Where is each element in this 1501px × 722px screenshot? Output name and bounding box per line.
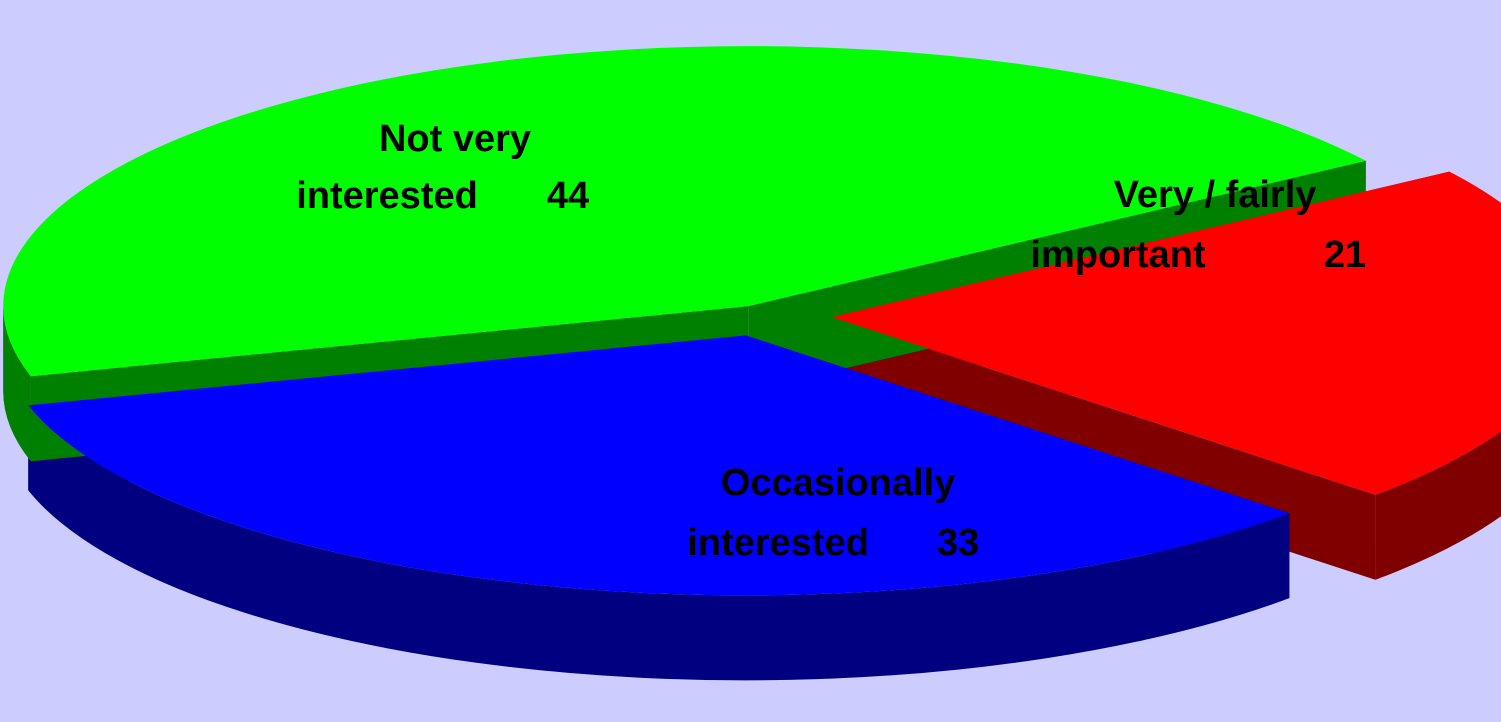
slice-label-not-very-interested: Not very [379, 118, 531, 160]
slice-outer-wall-occasionally-interested-0 [28, 405, 1290, 681]
slice-value-not-very-interested: 44 [547, 175, 589, 217]
slice-label-not-very-interested-line2: interested [296, 175, 478, 217]
slice-labels: Very / fairly important 21 Occasionally … [296, 118, 1366, 564]
slice-top-very-fairly-important [831, 171, 1501, 495]
slice-label-occasionally-interested: Occasionally [721, 462, 955, 504]
slice-label-occasionally-interested-line2: interested [687, 522, 869, 564]
slice-outer-wall-very-fairly-important-0 [1375, 431, 1501, 580]
slice-label-very-fairly-important: Very / fairly [1114, 174, 1317, 216]
slice-outer-wall-not-very-interested-1 [3, 306, 31, 462]
slice-top-not-very-interested [3, 46, 1366, 377]
slice-value-very-fairly-important: 21 [1324, 234, 1366, 276]
slice-label-very-fairly-important-line2: important [1030, 234, 1206, 276]
slice-value-occasionally-interested: 33 [937, 522, 979, 564]
slice-top-occasionally-interested [28, 335, 1290, 596]
slice-tops [3, 46, 1501, 596]
